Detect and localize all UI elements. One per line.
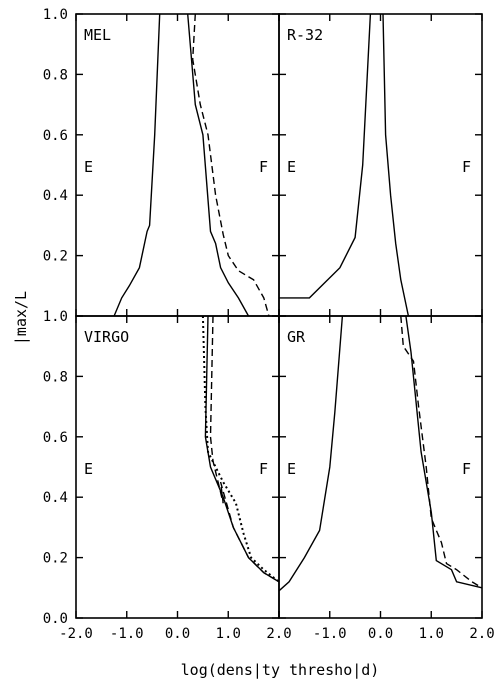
y-tick-label: 1.0	[43, 7, 68, 23]
panel-title: VIRGO	[84, 328, 129, 346]
panel-title: MEL	[84, 26, 111, 44]
panel-right-label: F	[462, 158, 471, 176]
panel-right-label: F	[462, 460, 471, 478]
y-tick-label: 0.0	[43, 611, 68, 627]
x-tick-label: -1.0	[313, 626, 347, 642]
panel-left-label: E	[84, 158, 93, 176]
y-tick-label: 0.2	[43, 551, 68, 567]
y-tick-label: 0.8	[43, 67, 68, 83]
panel-mel: MEL E F	[75, 13, 280, 317]
panel-left-label: E	[287, 158, 296, 176]
y-axis-label: |max/L	[12, 291, 30, 345]
series-line-dashed	[209, 315, 280, 583]
panel-right-label: F	[259, 460, 268, 478]
series-line-solid	[204, 315, 280, 583]
x-axis-label: log(dens|ty thresho|d)	[181, 661, 380, 679]
series-line-solid	[278, 315, 344, 592]
series-line-dashed	[400, 315, 483, 589]
x-tick-label: 2.0	[469, 626, 494, 642]
x-tick-label: 0.0	[368, 626, 393, 642]
series-line-solid	[113, 13, 161, 317]
panel-r-32: R-32 E F	[278, 13, 483, 317]
y-tick-label: 0.4	[43, 188, 68, 204]
y-tick-label: 0.4	[43, 490, 68, 506]
series-line-solid	[382, 13, 410, 317]
panel-right-label: F	[259, 158, 268, 176]
series-line-solid	[187, 13, 250, 317]
panel-frame	[278, 13, 483, 317]
y-tick-label: 1.0	[43, 309, 68, 325]
x-tick-label: 1.0	[419, 626, 444, 642]
panel-virgo: VIRGO E F	[75, 315, 280, 619]
y-tick-label: 0.6	[43, 128, 68, 144]
x-tick-label: -1.0	[110, 626, 144, 642]
series-line-solid	[405, 315, 483, 589]
y-tick-label: 0.6	[43, 430, 68, 446]
panel-left-label: E	[84, 460, 93, 478]
panel-left-label: E	[287, 460, 296, 478]
x-tick-label: 2.0	[266, 626, 291, 642]
x-tick-label: 0.0	[165, 626, 190, 642]
x-tick-label: 1.0	[216, 626, 241, 642]
x-tick-label: -2.0	[59, 626, 93, 642]
panel-frame	[75, 315, 280, 619]
y-tick-label: 0.8	[43, 369, 68, 385]
panel-group: MEL E F 0.2 0.4 0.6 0.8 1.0 R-32 E F VIRGO E F 0.0 0.2 0…	[43, 7, 495, 642]
y-tick-label: 0.2	[43, 249, 68, 265]
series-line-dotted	[201, 315, 280, 583]
series-line-dashed	[191, 13, 270, 317]
panel-frame	[75, 13, 280, 317]
series-line-solid	[279, 13, 372, 299]
panel-gr: GR E F	[278, 315, 483, 619]
panel-frame	[278, 315, 483, 619]
panel-title: R-32	[287, 26, 323, 44]
panel-title: GR	[287, 328, 306, 346]
